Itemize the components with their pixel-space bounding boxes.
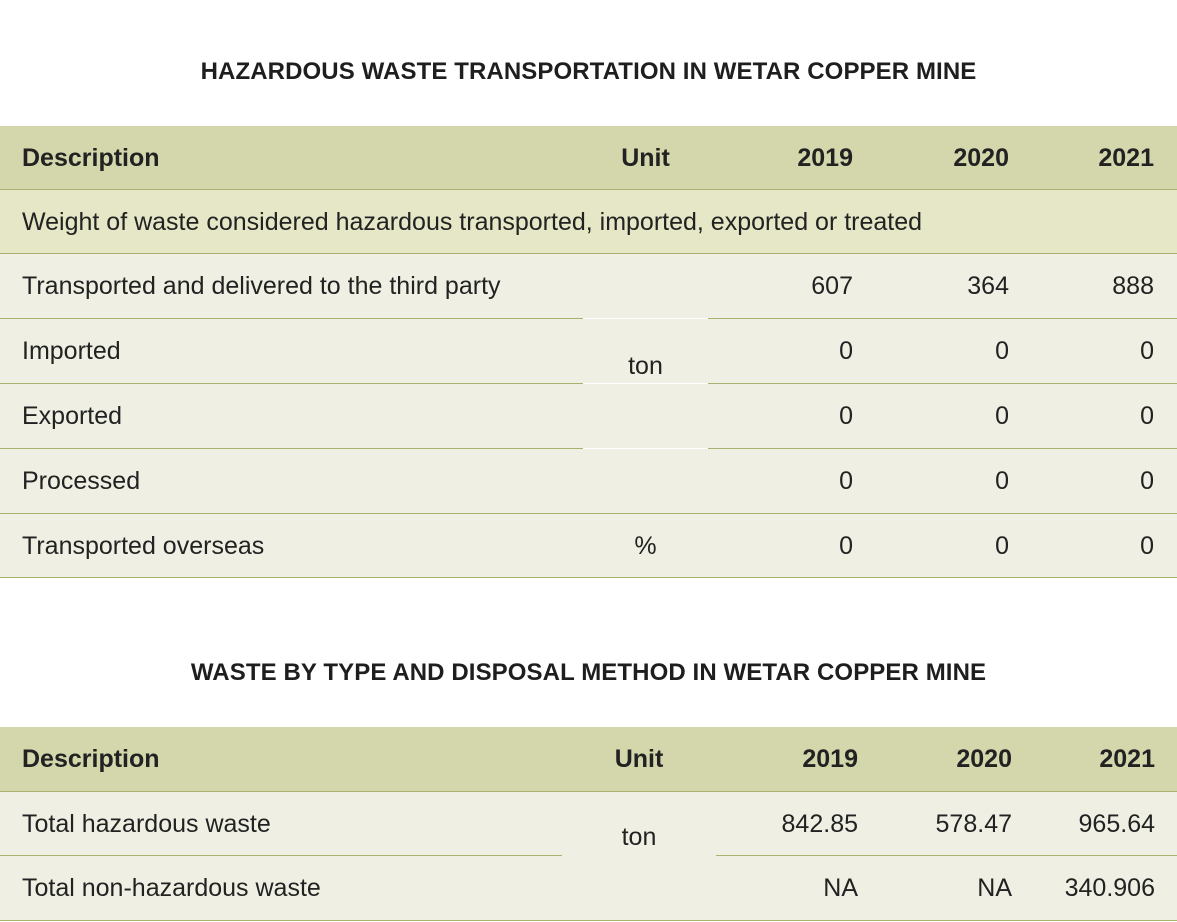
value-2021: 340.906 [1064, 874, 1155, 902]
value-2019: 607 [811, 272, 853, 300]
row-unit: % [634, 532, 657, 560]
table1-title: HAZARDOUS WASTE TRANSPORTATION IN WETAR … [200, 58, 977, 85]
value-2020: 0 [995, 337, 1009, 365]
value-2020: 0 [995, 467, 1009, 495]
rule [708, 448, 1177, 449]
value-2019: 0 [839, 532, 853, 560]
table-row: Exported 0 0 0 [0, 384, 1177, 448]
table1-header-description: Description [22, 144, 160, 172]
table-row: Total hazardous waste 842.85 578.47 965.… [0, 792, 1177, 856]
rule [0, 253, 1177, 254]
value-2020: NA [977, 874, 1012, 902]
rule [0, 513, 1177, 514]
value-2019: NA [823, 874, 858, 902]
value-2019: 842.85 [781, 810, 858, 838]
row-description: Imported [22, 337, 121, 365]
table2-header-2021: 2021 [1099, 745, 1155, 773]
value-2021: 965.64 [1078, 810, 1155, 838]
table-row: Transported and delivered to the third p… [0, 254, 1177, 318]
table2-header-unit: Unit [614, 745, 664, 773]
table1-header-2019: 2019 [797, 144, 853, 172]
row-description: Exported [22, 402, 123, 430]
value-2020: 0 [995, 532, 1009, 560]
table1-header-row: Description Unit 2019 2020 2021 [0, 126, 1177, 190]
rule [0, 189, 1177, 190]
row-description: Transported overseas [22, 532, 265, 560]
table1-section-row: Weight of waste considered hazardous tra… [0, 190, 1177, 254]
row-description: Transported and delivered to the third p… [22, 272, 501, 300]
value-2019: 0 [839, 402, 853, 430]
table1-section-label: Weight of waste considered hazardous tra… [22, 208, 923, 236]
rule [0, 855, 562, 856]
table2-title: WASTE BY TYPE AND DISPOSAL METHOD IN WET… [190, 659, 987, 686]
table1-merged-unit: ton [628, 352, 663, 380]
row-description: Total non-hazardous waste [22, 874, 321, 902]
value-2020: 0 [995, 402, 1009, 430]
rule [708, 383, 1177, 384]
table1-header-unit: Unit [621, 144, 670, 172]
value-2020: 364 [967, 272, 1009, 300]
table1-header-2020: 2020 [953, 144, 1009, 172]
table-row: Processed 0 0 0 [0, 449, 1177, 513]
rule [0, 318, 583, 319]
value-2019: 0 [839, 467, 853, 495]
value-2021: 0 [1140, 402, 1154, 430]
table-row: Total non-hazardous waste NA NA 340.906 [0, 856, 1177, 920]
table2-header-description: Description [22, 745, 160, 773]
rule [0, 920, 1177, 921]
table-row: Imported 0 0 0 [0, 319, 1177, 383]
table2-header-2019: 2019 [802, 745, 858, 773]
value-2021: 888 [1112, 272, 1154, 300]
table2-header-2020: 2020 [956, 745, 1012, 773]
table-row: Transported overseas % 0 0 0 [0, 514, 1177, 578]
value-2020: 578.47 [935, 810, 1012, 838]
value-2019: 0 [839, 337, 853, 365]
table1-header-2021: 2021 [1098, 144, 1154, 172]
value-2021: 0 [1140, 337, 1154, 365]
rule [716, 855, 1177, 856]
table2-merged-unit: ton [621, 823, 657, 851]
rule [0, 448, 583, 449]
value-2021: 0 [1140, 532, 1154, 560]
rule [0, 791, 1177, 792]
row-description: Processed [22, 467, 141, 495]
rule [0, 577, 1177, 578]
rule [0, 383, 583, 384]
row-description: Total hazardous waste [22, 810, 271, 838]
value-2021: 0 [1140, 467, 1154, 495]
table2-header-row: Description Unit 2019 2020 2021 [0, 727, 1177, 791]
rule [708, 318, 1177, 319]
